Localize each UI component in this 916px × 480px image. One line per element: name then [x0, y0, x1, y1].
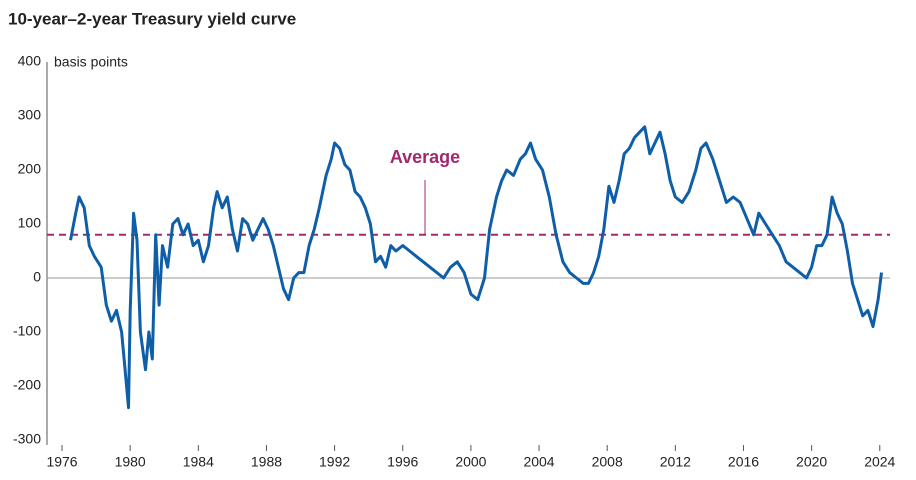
x-tick-label: 2000: [455, 454, 486, 470]
y-tick-label: -100: [13, 323, 41, 339]
average-label: Average: [390, 147, 460, 167]
y-tick-label: 0: [33, 269, 41, 285]
x-tick-label: 2016: [728, 454, 759, 470]
y-tick-label: 100: [18, 215, 42, 231]
x-tick-label: 1980: [115, 454, 146, 470]
x-tick-label: 2004: [523, 454, 554, 470]
series-line: [69, 125, 883, 410]
x-tick-label: 1996: [387, 454, 418, 470]
x-tick-label: 1984: [183, 454, 214, 470]
y-tick-label: -300: [13, 431, 41, 447]
x-tick-label: 1988: [251, 454, 282, 470]
x-tick-label: 1976: [46, 454, 77, 470]
x-tick-label: 2008: [592, 454, 623, 470]
y-tick-label: 300: [18, 107, 42, 123]
y-tick-label: 400: [18, 53, 42, 69]
y-axis-label: basis points: [54, 54, 128, 70]
x-tick-label: 1992: [319, 454, 350, 470]
x-tick-label: 2020: [796, 454, 827, 470]
x-tick-label: 2024: [864, 454, 895, 470]
y-tick-label: 200: [18, 161, 42, 177]
chart-title: 10-year–2-year Treasury yield curve: [8, 9, 296, 28]
x-tick-label: 2012: [660, 454, 691, 470]
y-tick-label: -200: [13, 377, 41, 393]
